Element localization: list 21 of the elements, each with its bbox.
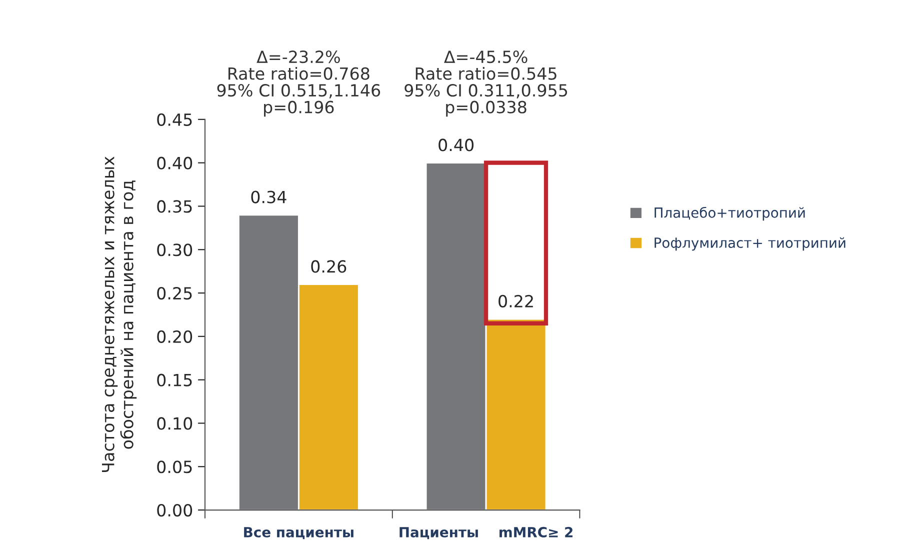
y-tick-label: 0.15 [157, 374, 192, 386]
y-tick-label: 0.35 [157, 200, 192, 213]
data-label: 0.40 [438, 138, 474, 152]
data-label: 0.22 [498, 294, 533, 308]
y-tick-label: 0.05 [157, 460, 192, 474]
legend-label: Плацебо+тиотропий [654, 206, 805, 221]
y-tick-label: 0.10 [157, 417, 192, 430]
data-label: 0.26 [311, 260, 346, 273]
x-tick-label: Пациенты mMRC≥ 2 [400, 526, 572, 540]
y-tick-label: 0.30 [157, 244, 192, 256]
text: Δ=-45.5% Rate ratio=0.545 95% CI 0.311,0.955 p=0.0338 [404, 50, 568, 117]
y-axis-title: Частота среднетяжелых и тяжелых обострений на пациента в год [102, 156, 137, 472]
y-tick-label: 0.45 [157, 113, 192, 126]
text: Δ=-23.2% Rate ratio=0.768 95% CI 0.515,1.146 p=0.196 [217, 50, 380, 117]
y-tick-label: 0.25 [157, 286, 192, 300]
y-tick-label: 0.20 [157, 330, 192, 343]
legend-label: Рофлумиласт+ тиотрипий [654, 237, 846, 251]
data-label: 0.34 [251, 190, 286, 204]
y-tick-label: 0.40 [157, 156, 192, 170]
y-tick-label: 0.00 [157, 504, 192, 517]
x-tick-label: Все пациенты [244, 527, 354, 540]
